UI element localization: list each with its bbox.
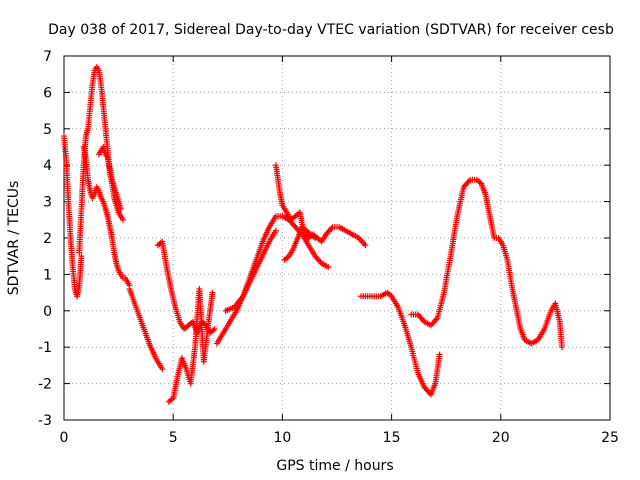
series-track-11 [281, 224, 319, 263]
series-track-3 [80, 144, 133, 289]
data-point [209, 289, 216, 296]
y-tick-label: 0 [43, 304, 52, 320]
series-track-4 [95, 144, 124, 212]
series-track-1 [61, 133, 85, 300]
x-tick-label: 5 [169, 430, 178, 446]
x-tick-label: 0 [60, 430, 69, 446]
data-point [436, 351, 443, 358]
x-axis-label: GPS time / hours [276, 458, 393, 474]
y-tick-label: 6 [43, 85, 52, 101]
data-point [272, 227, 279, 234]
data-point [211, 326, 218, 332]
data-point [78, 253, 85, 260]
series-track-10 [272, 162, 369, 249]
y-axis-ticks: -3 -2 -1 0 1 2 3 4 5 6 7 [38, 49, 610, 429]
x-tick-label: 15 [383, 430, 401, 446]
y-tick-label: -3 [38, 413, 52, 429]
series-track-6 [154, 238, 218, 336]
series-track-12 [358, 289, 443, 398]
series-track-5 [126, 285, 166, 373]
data-point [362, 242, 369, 249]
data-point [325, 264, 332, 271]
series-track-8 [213, 213, 332, 347]
chart-title: Day 038 of 2017, Sidereal Day-to-day VTE… [48, 22, 614, 38]
data-point [117, 205, 124, 212]
y-tick-label: 5 [43, 122, 52, 138]
data-series [61, 63, 565, 405]
series-track-9 [222, 227, 279, 314]
x-axis-ticks: 0 5 10 15 20 25 [60, 56, 619, 446]
y-tick-label: 2 [43, 231, 52, 247]
y-tick-label: -1 [38, 340, 52, 356]
data-point [159, 366, 166, 373]
y-tick-label: 7 [43, 49, 52, 65]
data-point [119, 216, 126, 223]
series-track-13 [408, 176, 565, 351]
x-tick-label: 25 [601, 430, 619, 446]
y-tick-label: -2 [38, 377, 52, 393]
y-axis-label: SDTVAR / TECUs [6, 181, 22, 296]
x-tick-label: 20 [492, 430, 510, 446]
data-point [558, 344, 565, 351]
x-tick-label: 10 [273, 430, 291, 446]
data-point [312, 235, 319, 241]
grid-lines [64, 56, 610, 420]
y-tick-label: 3 [43, 195, 52, 211]
series-track-7 [165, 285, 216, 405]
y-tick-label: 4 [43, 158, 52, 174]
y-tick-label: 1 [43, 267, 52, 283]
